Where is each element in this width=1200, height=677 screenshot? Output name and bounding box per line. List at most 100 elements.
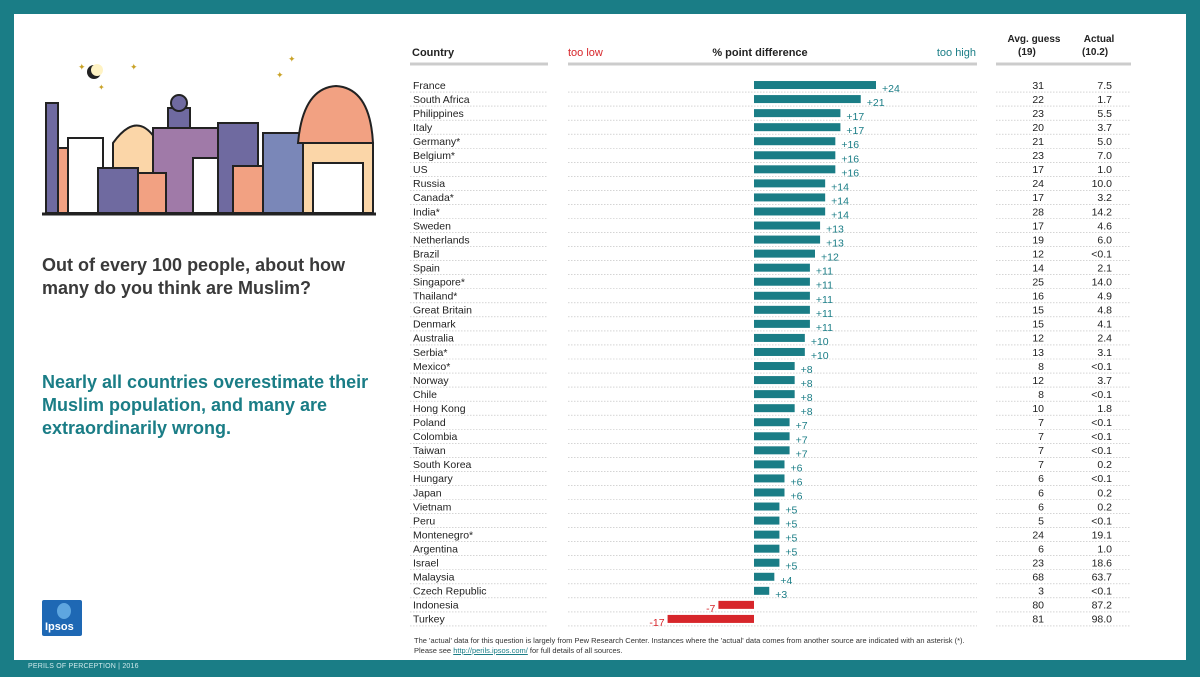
- source-note: The 'actual' data for this question is l…: [414, 636, 1154, 656]
- difference-bar: [754, 277, 810, 286]
- difference-bar: [754, 165, 836, 174]
- difference-label: +17: [846, 125, 864, 137]
- actual-value: <0.1: [1091, 389, 1112, 401]
- actual-value: 1.7: [1097, 94, 1112, 106]
- avg-guess-value: 80: [1032, 600, 1044, 612]
- actual-value: 4.1: [1097, 319, 1112, 331]
- svg-text:✦: ✦: [78, 62, 86, 72]
- difference-label: +6: [791, 490, 803, 502]
- country-label: Japan: [413, 487, 442, 499]
- country-label: Indonesia: [413, 600, 459, 612]
- city-skyline-illustration: ✦ ✦ ✦ ✦ ✦: [42, 54, 376, 216]
- actual-value: 7.5: [1097, 80, 1112, 92]
- actual-value: <0.1: [1091, 361, 1112, 373]
- chart-headers: Country too low % point difference too h…: [410, 34, 1131, 66]
- country-label: Italy: [413, 122, 433, 134]
- difference-bar: [754, 291, 810, 300]
- difference-bar: [754, 249, 815, 258]
- country-label: Argentina: [413, 543, 458, 555]
- actual-value: 1.0: [1097, 164, 1112, 176]
- avg-guess-value: 19: [1032, 234, 1044, 246]
- difference-bar: [754, 333, 805, 342]
- note-prefix: Please see: [414, 646, 454, 655]
- country-label: Philippines: [413, 108, 464, 120]
- avg-guess-value: 10: [1032, 403, 1044, 415]
- country-label: Sweden: [413, 220, 451, 232]
- country-label: India*: [413, 206, 440, 218]
- country-label: Peru: [413, 515, 435, 527]
- country-header: Country: [412, 47, 455, 59]
- difference-bar: [754, 446, 790, 455]
- source-note-line2: Please see http://perils.ipsos.com/ for …: [414, 646, 1154, 656]
- difference-bar: [754, 81, 876, 90]
- difference-bar: [754, 544, 780, 553]
- difference-bar: [718, 600, 754, 609]
- actual-value: <0.1: [1091, 248, 1112, 260]
- actual-subheader: (10.2): [1082, 47, 1108, 58]
- chart-rows: France +24 31 7.5 South Africa +21 22 1.7 Philip…: [410, 80, 1131, 629]
- actual-value: 2.1: [1097, 262, 1112, 274]
- difference-bar: [754, 109, 841, 118]
- country-label: Spain: [413, 262, 440, 274]
- difference-label: +13: [826, 238, 844, 250]
- country-label: South Africa: [413, 94, 470, 106]
- country-label: Turkey: [413, 614, 445, 626]
- difference-label: +4: [780, 575, 792, 587]
- difference-label: +5: [785, 561, 797, 573]
- actual-value: 4.8: [1097, 305, 1112, 317]
- difference-bar: [754, 95, 861, 104]
- actual-value: 3.1: [1097, 347, 1112, 359]
- svg-text:✦: ✦: [98, 83, 105, 92]
- perils-link[interactable]: http://perils.ipsos.com/: [453, 646, 528, 655]
- avg-guess-value: 17: [1032, 164, 1044, 176]
- country-label: Colombia: [413, 431, 458, 443]
- actual-value: <0.1: [1091, 445, 1112, 457]
- actual-value: <0.1: [1091, 515, 1112, 527]
- country-label: Israel: [413, 558, 439, 570]
- difference-label: +6: [791, 476, 803, 488]
- actual-value: 1.8: [1097, 403, 1112, 415]
- difference-label: +13: [826, 224, 844, 236]
- source-note-line1: The 'actual' data for this question is l…: [414, 636, 965, 645]
- difference-label: +16: [841, 167, 859, 179]
- footer-label: PERILS OF PERCEPTION | 2016: [28, 663, 139, 670]
- country-label: South Korea: [413, 459, 472, 471]
- difference-bar: [754, 418, 790, 427]
- actual-value: <0.1: [1091, 473, 1112, 485]
- actual-value: 5.0: [1097, 136, 1112, 148]
- difference-label: +5: [785, 519, 797, 531]
- actual-value: 87.2: [1092, 600, 1113, 612]
- avg-guess-value: 3: [1038, 586, 1044, 598]
- avg-guess-value: 81: [1032, 614, 1044, 626]
- difference-label: +17: [846, 111, 864, 123]
- avg-guess-value: 15: [1032, 319, 1044, 331]
- avg-guess-value: 12: [1032, 375, 1044, 387]
- avg-guess-value: 12: [1032, 248, 1044, 260]
- country-label: Belgium*: [413, 150, 455, 162]
- country-label: Vietnam: [413, 501, 452, 513]
- difference-label: +5: [785, 547, 797, 559]
- country-label: US: [413, 164, 428, 176]
- actual-value: 98.0: [1092, 614, 1113, 626]
- too-low-header: too low: [568, 47, 603, 59]
- difference-bar: [754, 362, 795, 371]
- diff-header: % point difference: [712, 47, 807, 59]
- actual-value: 10.0: [1092, 178, 1113, 190]
- country-label: Norway: [413, 375, 449, 387]
- difference-label: +21: [867, 97, 885, 109]
- avg-guess-value: 8: [1038, 361, 1044, 373]
- difference-bar: [754, 263, 810, 272]
- country-label: Poland: [413, 417, 446, 429]
- country-label: Australia: [413, 333, 454, 345]
- difference-bar: [754, 221, 821, 230]
- avg-guess-value: 23: [1032, 558, 1044, 570]
- note-suffix: for full details of all sources.: [527, 646, 623, 655]
- avg-guess-value: 12: [1032, 333, 1044, 345]
- actual-value: 14.2: [1092, 206, 1113, 218]
- country-label: Hungary: [413, 473, 453, 485]
- difference-bar: [754, 305, 810, 314]
- country-label: Mexico*: [413, 361, 450, 373]
- difference-bar: [754, 151, 836, 160]
- country-label: Taiwan: [413, 445, 446, 457]
- avg-guess-value: 68: [1032, 572, 1044, 584]
